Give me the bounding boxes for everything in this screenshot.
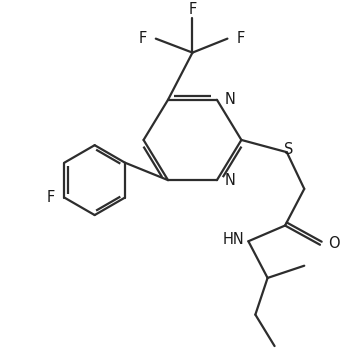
Text: O: O bbox=[328, 235, 339, 251]
Text: HN: HN bbox=[222, 232, 244, 247]
Text: N: N bbox=[225, 172, 236, 188]
Text: F: F bbox=[139, 31, 147, 46]
Text: S: S bbox=[284, 142, 293, 157]
Text: F: F bbox=[188, 2, 197, 18]
Text: N: N bbox=[225, 92, 236, 107]
Text: F: F bbox=[46, 190, 55, 205]
Text: F: F bbox=[236, 31, 245, 46]
